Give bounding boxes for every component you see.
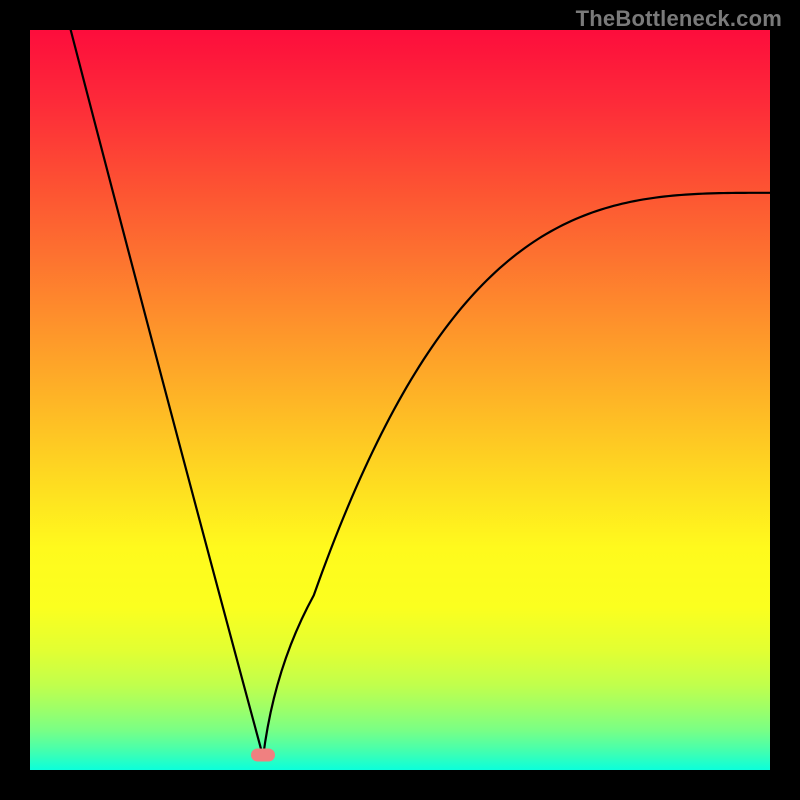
plot-area <box>30 30 770 770</box>
chart-frame: TheBottleneck.com <box>0 0 800 800</box>
watermark-text: TheBottleneck.com <box>576 6 782 32</box>
marker-layer <box>30 30 770 770</box>
vertex-marker <box>251 749 275 762</box>
